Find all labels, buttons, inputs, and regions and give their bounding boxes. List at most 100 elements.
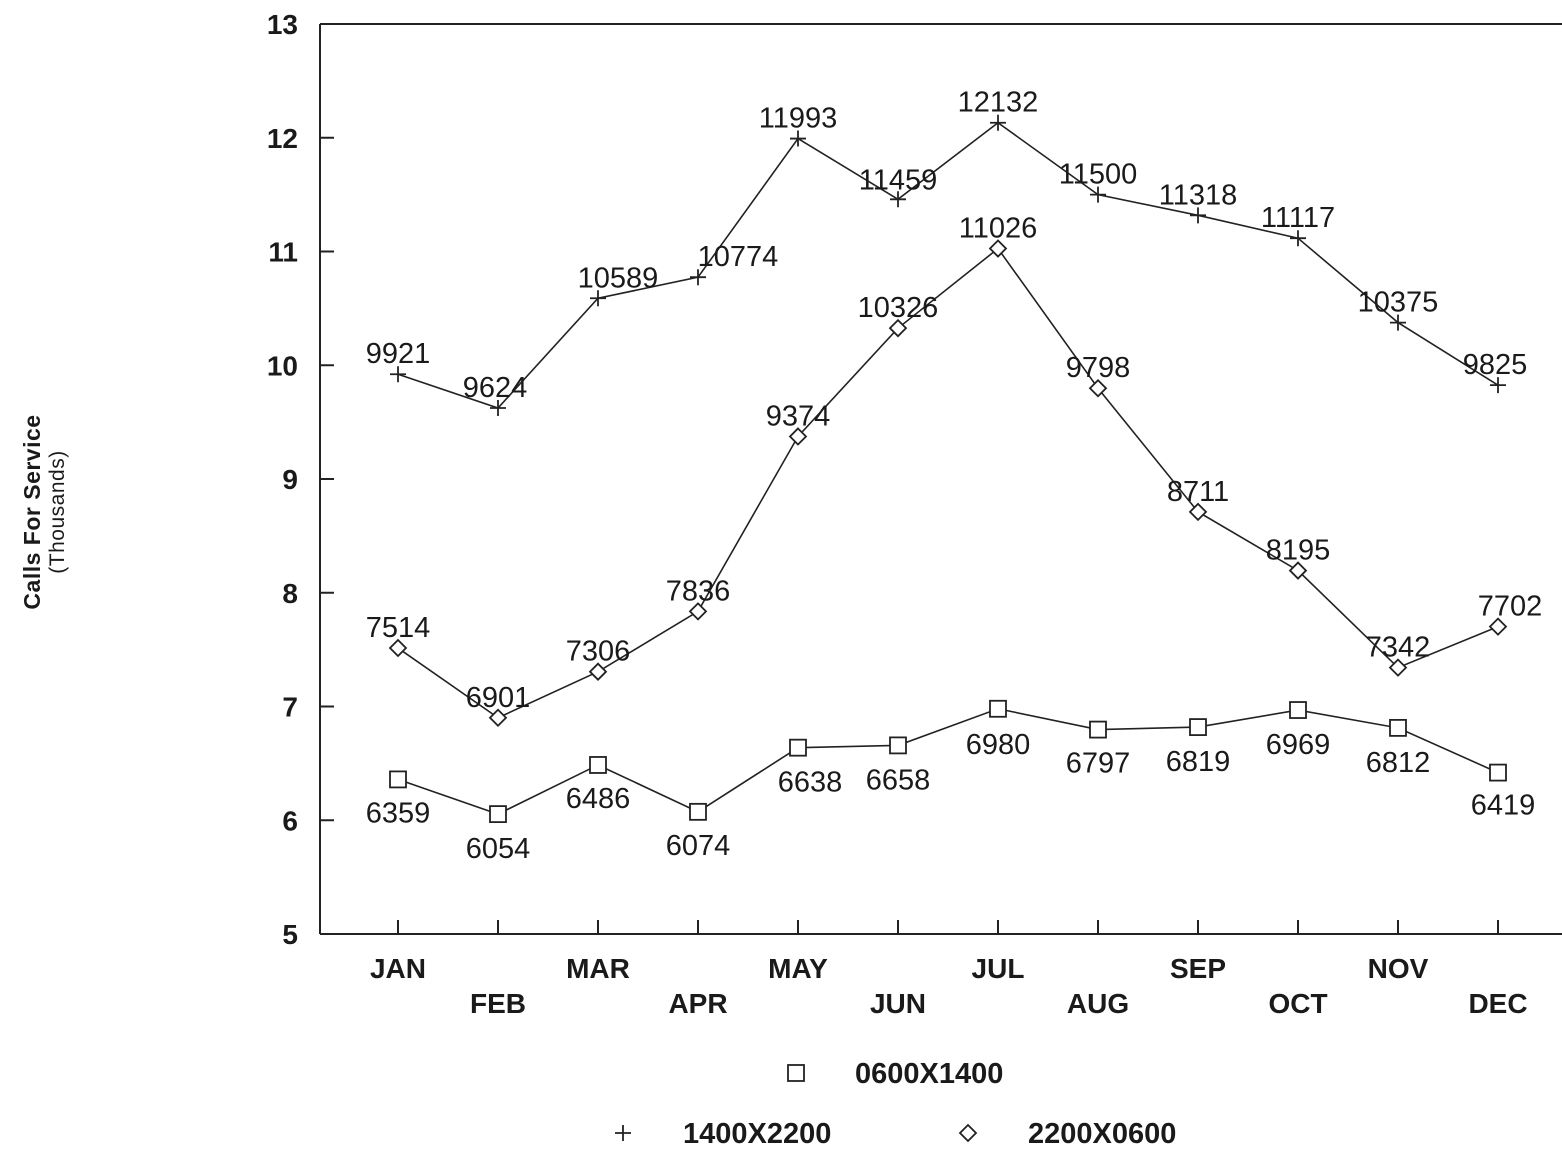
data-point bbox=[1189, 718, 1207, 736]
y-tick-label: 10 bbox=[267, 350, 298, 381]
data-label: 6980 bbox=[966, 729, 1031, 761]
data-point bbox=[588, 662, 608, 681]
data-point bbox=[988, 239, 1008, 258]
data-point bbox=[1090, 186, 1106, 203]
data-label: 9374 bbox=[766, 400, 831, 432]
data-label: 10326 bbox=[858, 292, 939, 324]
legend-label: 2200X0600 bbox=[1028, 1118, 1176, 1150]
x-tick-label: JUN bbox=[870, 988, 926, 1019]
data-point bbox=[1190, 207, 1206, 224]
series-line-2200X0600 bbox=[397, 247, 1499, 719]
data-label: 6901 bbox=[466, 682, 531, 714]
data-point bbox=[688, 602, 708, 621]
data-point bbox=[1389, 718, 1407, 737]
data-point bbox=[390, 366, 406, 383]
y-tick-label: 11 bbox=[268, 237, 298, 268]
y-tick-label: 5 bbox=[282, 919, 298, 950]
data-label: 11318 bbox=[1159, 179, 1238, 211]
y-tick-label: 9 bbox=[282, 464, 298, 495]
data-point bbox=[490, 400, 506, 417]
legend-marker-plus bbox=[615, 1125, 631, 1141]
data-point bbox=[489, 805, 507, 824]
data-label: 11459 bbox=[859, 164, 938, 196]
data-label: 6486 bbox=[566, 783, 631, 815]
data-label: 7836 bbox=[666, 575, 731, 607]
data-point bbox=[590, 290, 606, 307]
x-tick-label: MAY bbox=[768, 953, 828, 984]
data-point bbox=[789, 738, 807, 757]
y-tick-label: 8 bbox=[282, 578, 298, 609]
x-tick-label: OCT bbox=[1268, 988, 1327, 1019]
data-point bbox=[890, 191, 906, 208]
data-point bbox=[1188, 502, 1208, 522]
data-label: 7514 bbox=[366, 612, 431, 644]
data-point bbox=[1288, 561, 1308, 580]
data-label: 9825 bbox=[1463, 349, 1528, 381]
data-label: 6797 bbox=[1066, 748, 1131, 780]
data-point bbox=[1290, 230, 1306, 247]
legend-marker-square bbox=[787, 1064, 805, 1082]
data-label: 6969 bbox=[1266, 729, 1331, 761]
data-point bbox=[1388, 658, 1408, 677]
data-label: 6359 bbox=[366, 797, 431, 829]
data-label: 10375 bbox=[1358, 287, 1439, 319]
data-point bbox=[889, 736, 907, 755]
data-point bbox=[388, 638, 408, 658]
x-tick-label: APR bbox=[668, 988, 727, 1019]
series-line-0600X1400 bbox=[397, 707, 1499, 815]
y-tick-label: 13 bbox=[267, 9, 298, 40]
data-point bbox=[488, 708, 508, 728]
data-label: 12132 bbox=[958, 87, 1039, 119]
data-label: 7342 bbox=[1366, 632, 1431, 664]
data-point bbox=[1289, 701, 1307, 719]
legend-label: 0600X1400 bbox=[855, 1058, 1003, 1090]
x-tick-label: JUL bbox=[972, 953, 1025, 984]
data-label: 6819 bbox=[1166, 746, 1231, 778]
data-point bbox=[1489, 763, 1507, 782]
data-point bbox=[989, 699, 1007, 718]
data-label: 6074 bbox=[666, 830, 731, 862]
data-label: 6054 bbox=[466, 833, 531, 865]
data-label: 10774 bbox=[698, 241, 779, 273]
x-tick-label: SEP bbox=[1170, 953, 1226, 984]
data-label: 9798 bbox=[1066, 352, 1131, 384]
x-tick-label: FEB bbox=[470, 988, 526, 1019]
y-tick-label: 7 bbox=[282, 692, 298, 723]
data-point bbox=[990, 114, 1006, 131]
data-point bbox=[389, 770, 407, 789]
data-label: 6658 bbox=[866, 764, 931, 796]
data-point bbox=[689, 802, 707, 821]
data-point bbox=[1490, 377, 1506, 394]
legend-marker-diamond bbox=[958, 1123, 978, 1143]
y-tick-label: 6 bbox=[282, 805, 298, 836]
data-point bbox=[690, 269, 706, 286]
data-label: 9921 bbox=[366, 338, 431, 370]
data-label: 9624 bbox=[463, 372, 528, 404]
x-tick-label: JAN bbox=[370, 953, 426, 984]
x-tick-label: DEC bbox=[1468, 988, 1527, 1019]
data-label: 8195 bbox=[1266, 535, 1331, 567]
series-line-1400X2200 bbox=[397, 121, 1499, 409]
data-label: 6812 bbox=[1366, 747, 1431, 779]
data-point bbox=[888, 318, 908, 338]
data-point bbox=[1488, 617, 1508, 636]
data-point bbox=[1390, 314, 1406, 331]
data-point bbox=[790, 130, 806, 147]
data-label: 6638 bbox=[778, 767, 843, 799]
data-label: 11026 bbox=[959, 213, 1038, 245]
data-label: 7306 bbox=[566, 636, 631, 668]
x-tick-label: AUG bbox=[1067, 988, 1129, 1019]
data-label: 7702 bbox=[1478, 591, 1543, 623]
data-point bbox=[589, 756, 607, 774]
data-label: 11500 bbox=[1059, 159, 1138, 191]
data-point bbox=[788, 427, 808, 446]
data-label: 11117 bbox=[1261, 202, 1335, 234]
x-tick-label: MAR bbox=[566, 953, 630, 984]
data-point bbox=[1088, 378, 1108, 398]
data-label: 8711 bbox=[1167, 476, 1229, 508]
data-label: 6419 bbox=[1471, 790, 1536, 822]
x-tick-label: NOV bbox=[1368, 953, 1429, 984]
data-label: 11993 bbox=[759, 103, 838, 135]
